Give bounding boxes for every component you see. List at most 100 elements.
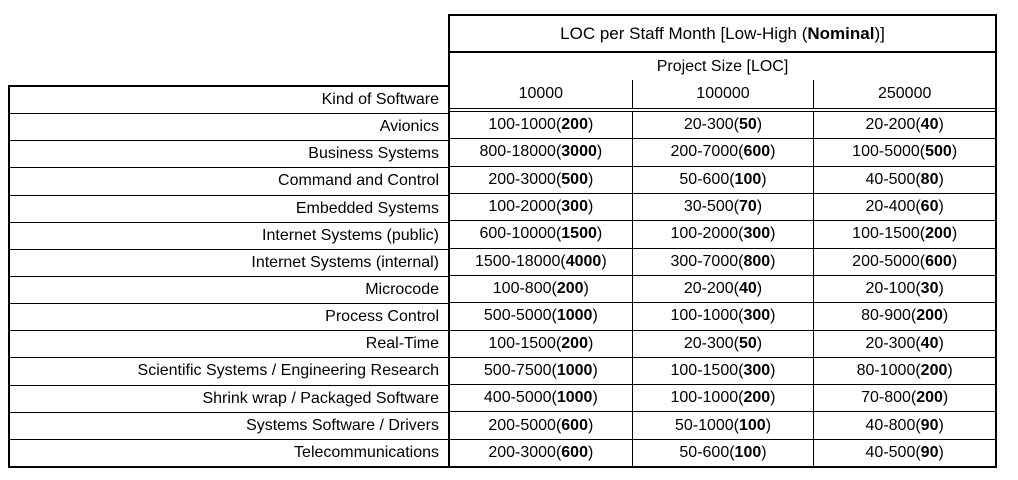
row-label-text: Shrink wrap / Packaged Software <box>202 389 439 407</box>
data-cell: 500-5000(1000) <box>450 303 632 329</box>
range-post: ) <box>938 170 944 188</box>
range-post: ) <box>587 334 594 352</box>
nominal-value: 100 <box>734 443 762 461</box>
nominal-value: 3000 <box>561 143 597 161</box>
range-pre: 100-1500( <box>670 361 744 379</box>
range-post: ) <box>592 389 598 407</box>
range-post: ) <box>761 170 767 188</box>
data-cell: 100-5000(500) <box>813 139 995 166</box>
nominal-value: 60 <box>920 198 939 216</box>
range-post: ) <box>587 443 594 461</box>
data-cell: 200-7000(600) <box>631 139 814 166</box>
nominal-value: 200 <box>916 389 943 407</box>
table-row: 500-5000(1000) 100-1000(300) 80-900(200) <box>450 303 995 331</box>
row-label: Shrink wrap / Packaged Software <box>10 386 448 413</box>
range-pre: 400-5000( <box>483 389 557 407</box>
data-cell: 20-300(50) <box>631 112 814 139</box>
nominal-value: 90 <box>920 443 939 461</box>
range-pre: 70-800( <box>861 389 917 407</box>
row-label: Process Control <box>10 304 448 332</box>
nominal-value: 300 <box>743 307 771 325</box>
data-cell: 40-800(90) <box>813 412 995 439</box>
table-row: 800-18000(3000) 200-7000(600) 100-5000(500… <box>450 139 995 167</box>
range-pre: 20-300( <box>865 334 921 352</box>
nominal-value: 600 <box>561 416 588 434</box>
nominal-value: 50 <box>739 334 757 352</box>
nominal-value: 100 <box>739 416 766 434</box>
kind-of-software-header: Kind of Software <box>10 87 448 115</box>
data-cell: 20-200(40) <box>813 112 995 139</box>
range-pre: 200-3000( <box>488 443 562 461</box>
nominal-value: 90 <box>920 416 939 434</box>
size-column-header-250000-text: 250000 <box>877 85 932 102</box>
row-label: Command and Control <box>10 168 448 196</box>
range-pre: 100-1000( <box>488 116 562 134</box>
project-size-header-text: Project Size [LOC] <box>656 57 789 75</box>
range-post: ) <box>770 143 776 161</box>
row-label: Avionics <box>10 114 448 142</box>
range-pre: 200-7000( <box>670 143 744 161</box>
data-cell: 100-800(200) <box>450 276 632 302</box>
data-cell: 30-500(70) <box>631 193 814 221</box>
range-pre: 40-800( <box>865 416 921 434</box>
row-label: Internet Systems (public) <box>10 223 448 250</box>
table-title: LOC per Staff Month [Low-High (Nominal)] <box>450 16 995 53</box>
nominal-value: 300 <box>743 361 771 379</box>
range-post: ) <box>951 225 958 243</box>
nominal-value: 1000 <box>556 389 593 407</box>
data-cell: 100-1000(300) <box>631 303 814 330</box>
table-row: 400-5000(1000) 100-1000(200) 70-800(200) <box>450 385 995 413</box>
range-pre: 50-1000( <box>674 416 739 434</box>
row-label-text: Business Systems <box>308 145 439 163</box>
table-row: 100-2000(300) 30-500(70) 20-400(60) <box>450 193 995 222</box>
data-cell: 100-1000(200) <box>631 385 814 412</box>
table-title-post: )] <box>874 23 885 43</box>
row-label-text: Scientific Systems / Engineering Researc… <box>137 362 439 380</box>
data-cell: 100-2000(300) <box>631 221 814 248</box>
range-pre: 80-900( <box>861 307 917 325</box>
row-label-text: Process Control <box>325 308 439 326</box>
range-pre: 30-500( <box>683 198 739 216</box>
data-cell: 300-7000(800) <box>631 248 814 275</box>
row-label: Systems Software / Drivers <box>10 413 448 440</box>
range-pre: 500-5000( <box>483 307 557 325</box>
range-pre: 100-5000( <box>852 143 926 161</box>
data-cell: 20-300(50) <box>631 330 814 357</box>
range-pre: 50-600( <box>679 443 735 461</box>
table-row: 100-800(200) 20-200(40) 20-100(30) <box>450 275 995 304</box>
data-cell: 20-200(40) <box>631 275 814 303</box>
range-pre: 40-500( <box>865 170 921 188</box>
range-pre: 20-400( <box>865 198 921 216</box>
range-post: ) <box>938 116 944 134</box>
nominal-value: 50 <box>739 116 757 134</box>
row-label: Scientific Systems / Engineering Researc… <box>10 358 448 386</box>
nominal-value: 80 <box>920 170 939 188</box>
data-cell: 80-900(200) <box>813 303 995 330</box>
table-title-pre: LOC per Staff Month [Low-High ( <box>560 23 808 43</box>
nominal-value: 800 <box>743 252 771 270</box>
data-cell: 200-3000(600) <box>450 440 632 466</box>
range-post: ) <box>596 225 603 243</box>
table-row: 500-7500(1000) 100-1500(300) 80-1000(200) <box>450 357 995 386</box>
range-post: ) <box>587 170 594 188</box>
data-cell: 400-5000(1000) <box>450 385 632 411</box>
table-row: 200-3000(500) 50-600(100) 40-500(80) <box>450 166 995 194</box>
nominal-value: 500 <box>561 170 588 188</box>
range-pre: 100-1000( <box>670 307 744 325</box>
row-label: Internet Systems (internal) <box>10 250 448 277</box>
nominal-value: 200 <box>920 361 948 379</box>
range-pre: 600-10000( <box>479 225 562 243</box>
range-post: ) <box>951 143 958 161</box>
range-post: ) <box>770 307 776 325</box>
range-post: ) <box>770 252 776 270</box>
table-row: 1500-18000(4000) 300-7000(800) 200-5000(60… <box>450 248 995 276</box>
row-label-text: Internet Systems (public) <box>262 226 439 244</box>
range-post: ) <box>938 416 944 434</box>
nominal-value: 1000 <box>556 361 593 379</box>
nominal-value: 200 <box>556 280 584 298</box>
range-pre: 20-200( <box>683 280 739 298</box>
nominal-value: 40 <box>739 280 757 298</box>
table-row: 100-1000(200) 20-300(50) 20-200(40) <box>450 112 995 140</box>
range-pre: 100-800( <box>492 280 557 298</box>
